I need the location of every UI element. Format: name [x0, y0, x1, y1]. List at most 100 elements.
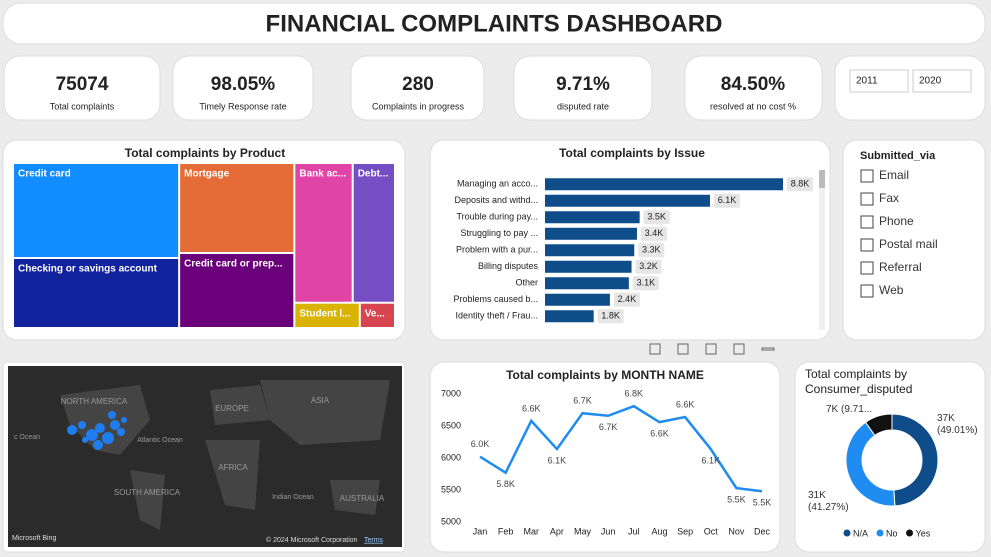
- label-bg: [638, 243, 665, 258]
- y-tick-label: Problem with a pur...: [456, 245, 538, 255]
- y-tick-label: Managing an acco...: [457, 179, 538, 189]
- label-bg: [635, 259, 662, 274]
- y-tick-label: Deposits and withd...: [454, 195, 538, 205]
- chart-title: Total complaints by Consumer_disputed: [805, 367, 913, 396]
- value-label: 6.6K: [676, 399, 695, 409]
- tile-label: Ve...: [365, 308, 385, 319]
- date-to[interactable]: 2020: [919, 76, 942, 87]
- label-bg: [787, 177, 813, 192]
- value-label: 1.8K: [601, 311, 620, 321]
- y-tick-label: Identity theft / Frau...: [455, 311, 538, 321]
- value-label: 3.3K: [642, 245, 661, 255]
- map-label: NORTH AMERICA: [61, 397, 128, 406]
- value-label: 6.1K: [701, 455, 720, 465]
- slicer-option[interactable]: Web: [879, 283, 904, 297]
- tile-label: Debt...: [358, 169, 389, 180]
- bar[interactable]: [545, 260, 632, 273]
- value-label: 6.1K: [548, 455, 567, 465]
- label-bg: [640, 226, 667, 241]
- label-bg: [643, 210, 670, 225]
- label-bg: [713, 193, 740, 208]
- map-label: Atlantic Ocean: [137, 437, 183, 444]
- slicer-option[interactable]: Referral: [879, 260, 922, 274]
- focus-icon[interactable]: [733, 343, 745, 355]
- more-icon[interactable]: [761, 347, 775, 351]
- treemap-tile[interactable]: [353, 164, 394, 302]
- map-label: Indian Ocean: [272, 494, 314, 501]
- map-copyright: © 2024 Microsoft Corporation: [266, 536, 358, 544]
- chart-title: Total complaints by MONTH NAME: [506, 368, 704, 382]
- slicer-option[interactable]: Postal mail: [879, 237, 938, 251]
- filter-icon[interactable]: [705, 343, 717, 355]
- treemap-tile[interactable]: [14, 164, 179, 258]
- checkbox[interactable]: [860, 215, 874, 229]
- bar[interactable]: [545, 227, 637, 240]
- treemap-tile[interactable]: [14, 259, 179, 327]
- checkbox[interactable]: [860, 238, 874, 252]
- checkbox[interactable]: [860, 169, 874, 183]
- kpi-value: 9.71%: [556, 74, 610, 95]
- slicer-option[interactable]: Fax: [879, 191, 899, 205]
- date-from[interactable]: 2011: [856, 76, 878, 87]
- legend-label[interactable]: Yes: [916, 528, 931, 538]
- treemap-tile[interactable]: [295, 303, 359, 327]
- y-tick-label: Other: [515, 278, 538, 288]
- legend-swatch: [906, 529, 914, 537]
- treemap-tile[interactable]: [360, 303, 394, 327]
- treemap-tile[interactable]: [180, 254, 294, 327]
- tile-label: Mortgage: [184, 169, 229, 180]
- legend-swatch: [876, 529, 884, 537]
- slicer-title: Submitted_via: [860, 150, 936, 162]
- bar[interactable]: [545, 194, 710, 207]
- value-label: 6.6K: [650, 429, 669, 439]
- tile-label: Credit card or prep...: [184, 259, 283, 270]
- value-label: 37K (49.01%): [937, 413, 978, 436]
- tile-label: Checking or savings account: [18, 264, 158, 275]
- value-label: 5.8K: [496, 479, 515, 489]
- dashboard-title: FINANCIAL COMPLAINTS DASHBOARD: [266, 10, 723, 37]
- kpi-label: Total complaints: [50, 101, 115, 111]
- donut-slice[interactable]: [891, 413, 939, 507]
- bar[interactable]: [545, 211, 640, 224]
- checkbox[interactable]: [860, 192, 874, 206]
- value-label: 5.5K: [727, 494, 746, 504]
- x-tick-label: Jan: [473, 526, 488, 536]
- map-label: AUSTRALIA: [340, 494, 385, 503]
- kpi-label: Complaints in progress: [372, 101, 465, 111]
- slicer-option[interactable]: Phone: [879, 214, 914, 228]
- value-label: 8.8K: [791, 179, 810, 189]
- pin-icon[interactable]: [649, 343, 661, 355]
- treemap-tile[interactable]: [295, 164, 352, 302]
- y-tick-label: Billing disputes: [478, 261, 539, 271]
- label-bg: [613, 292, 640, 307]
- x-tick-label: Apr: [550, 526, 564, 536]
- x-tick-label: May: [574, 526, 592, 536]
- bar[interactable]: [545, 293, 610, 306]
- value-label: 3.5K: [647, 212, 666, 222]
- legend-label[interactable]: N/A: [853, 528, 868, 538]
- bar[interactable]: [545, 310, 594, 323]
- y-tick-label: Trouble during pay...: [456, 212, 538, 222]
- bar[interactable]: [545, 277, 629, 290]
- bar[interactable]: [545, 244, 635, 257]
- x-tick-label: Oct: [704, 526, 719, 536]
- x-tick-label: Sep: [677, 526, 693, 536]
- slicer-option[interactable]: Email: [879, 168, 909, 182]
- kpi-value: 280: [402, 74, 434, 95]
- value-label: 7K (9.71...: [826, 404, 873, 415]
- bar[interactable]: [545, 178, 783, 191]
- value-label: 6.6K: [522, 403, 541, 413]
- value-label: 6.0K: [471, 439, 490, 449]
- map-label: ASIA: [311, 396, 330, 405]
- map-terms[interactable]: Terms: [364, 537, 384, 544]
- x-tick-label: Nov: [728, 526, 745, 536]
- treemap-tile[interactable]: [180, 164, 294, 253]
- copy-icon[interactable]: [677, 343, 689, 355]
- value-label: 2.4K: [618, 294, 637, 304]
- kpi-value: 75074: [56, 74, 109, 95]
- donut-slice[interactable]: [864, 413, 893, 437]
- checkbox[interactable]: [860, 284, 874, 298]
- checkbox[interactable]: [860, 261, 874, 275]
- legend-label[interactable]: No: [886, 528, 898, 538]
